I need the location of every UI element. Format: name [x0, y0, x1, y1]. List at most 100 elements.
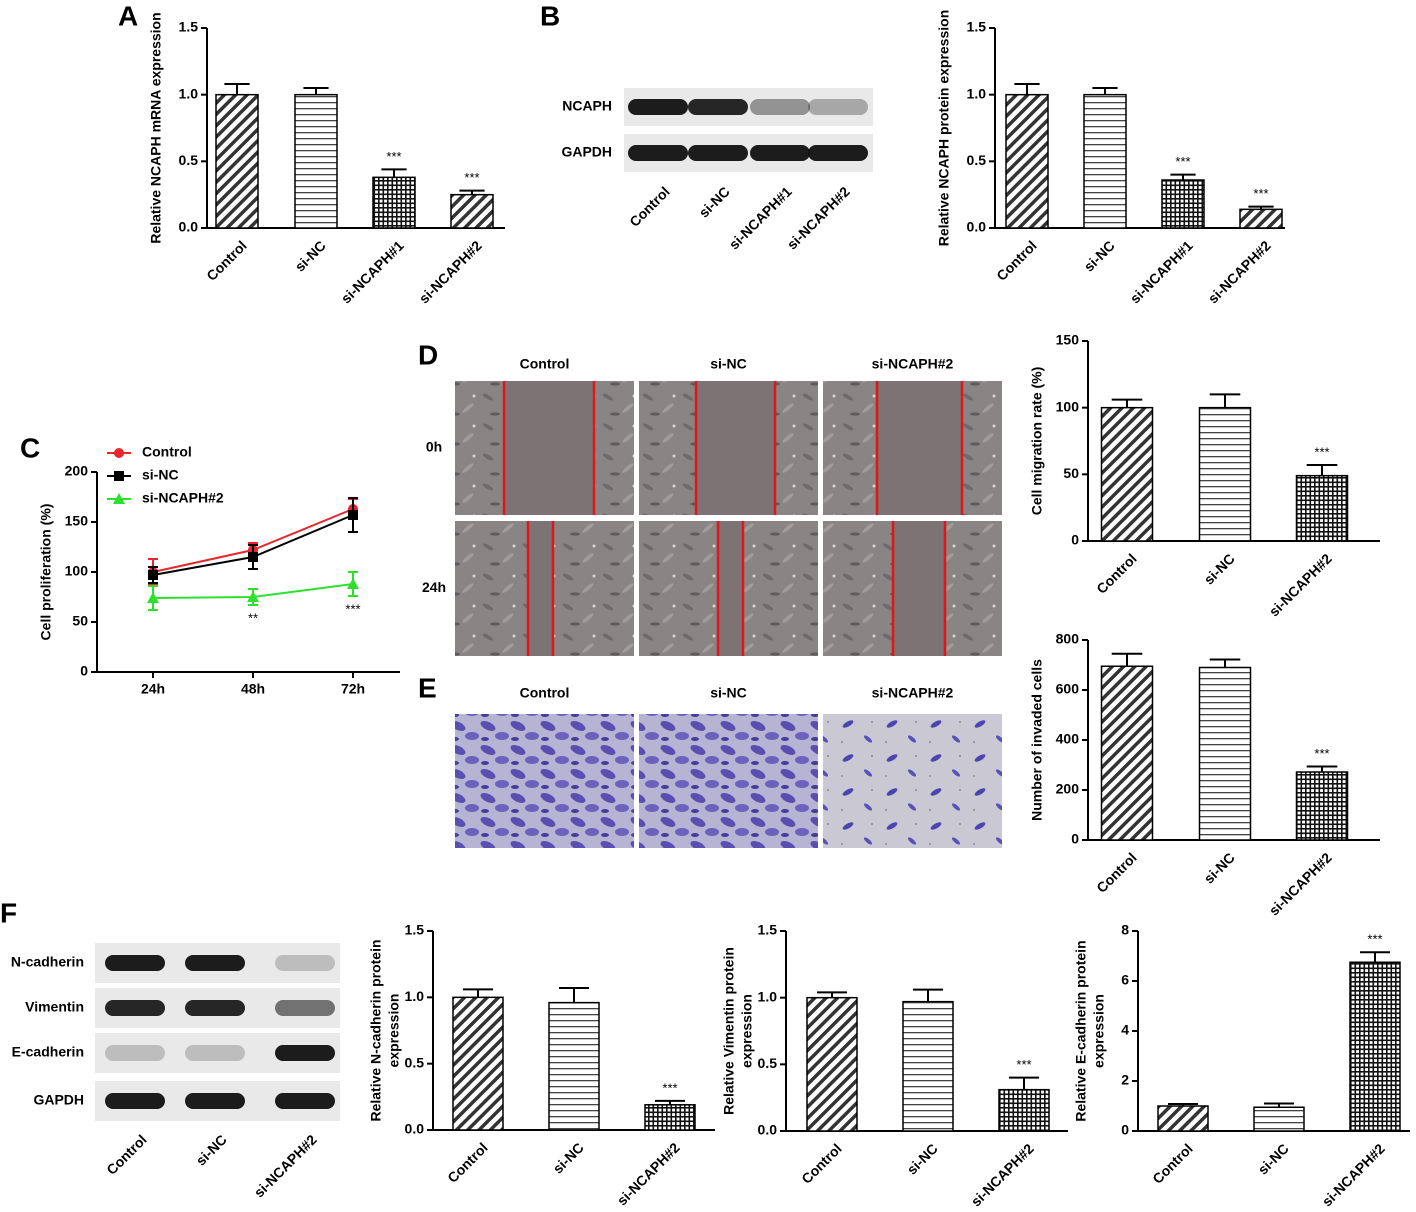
bar [450, 193, 494, 229]
blot-lane-label: si-NCAPH#2 [251, 1131, 320, 1200]
y-tick-label: 50 [72, 613, 88, 629]
y-tick-label: 6 [1121, 972, 1129, 988]
y-tick-label: 1.5 [967, 19, 987, 35]
y-axis-label: expression [386, 994, 402, 1068]
blot-band [185, 1000, 245, 1016]
y-axis-label: Relative NCAPH protein expression [936, 10, 952, 247]
bar [1349, 961, 1401, 1132]
x-tick-label: si-NCAPH#2 [416, 237, 485, 306]
y-tick-label: 100 [1056, 398, 1080, 414]
marker [114, 448, 124, 458]
blot-band [185, 955, 245, 971]
y-tick-label: 1.5 [758, 922, 778, 938]
x-tick-label: si-NC [904, 1140, 941, 1177]
significance-label: *** [662, 1080, 677, 1095]
bar [644, 1104, 696, 1131]
y-tick-label: 600 [1056, 681, 1080, 697]
y-tick-label: 150 [1056, 332, 1080, 348]
y-tick-label: 1.0 [179, 85, 199, 101]
x-tick-label: Control [798, 1140, 845, 1187]
blot-band [750, 145, 810, 161]
significance-label: *** [1314, 746, 1329, 761]
x-tick-label: si-NCAPH#1 [1127, 237, 1196, 306]
y-tick-label: 0 [1121, 1122, 1129, 1138]
micrograph [823, 714, 1002, 848]
blot-band [275, 955, 335, 971]
y-tick-label: 800 [1056, 631, 1080, 647]
y-tick-label: 0.5 [758, 1055, 778, 1071]
bar [1161, 179, 1205, 229]
y-tick-label: 100 [65, 563, 89, 579]
x-tick-label: si-NCAPH#2 [614, 1139, 683, 1208]
y-tick-label: 0.5 [179, 152, 199, 168]
y-axis-label: expression [1091, 994, 1107, 1068]
blot-lane-label: Control [626, 183, 673, 230]
blot-band [688, 99, 748, 115]
blot-lane-label: si-NC [193, 1131, 230, 1168]
marker [348, 510, 358, 520]
x-tick-label: 72h [341, 681, 365, 697]
x-tick-label: si-NCAPH#1 [338, 237, 407, 306]
bar [1295, 771, 1349, 841]
wound-gap [504, 381, 594, 515]
significance-label: *** [386, 149, 401, 164]
y-tick-label: 400 [1056, 731, 1080, 747]
x-tick-label: si-NC [1081, 237, 1118, 274]
y-tick-label: 4 [1121, 1022, 1129, 1038]
blot-band [105, 955, 165, 971]
legend-label: si-NCAPH#2 [142, 490, 224, 506]
y-tick-label: 1.5 [179, 19, 199, 35]
row-label: 24h [422, 579, 446, 595]
bar [1198, 666, 1252, 841]
column-header: Control [520, 356, 570, 372]
marker [147, 592, 159, 603]
column-header: si-NCAPH#2 [872, 685, 954, 701]
significance-label: *** [464, 170, 479, 185]
blot-row-label: Vimentin [25, 999, 84, 1015]
significance-label: *** [1175, 154, 1190, 169]
x-tick-label: si-NCAPH#2 [1266, 849, 1335, 918]
x-tick-label: 24h [141, 681, 165, 697]
y-axis-label: Number of invaded cells [1029, 659, 1045, 821]
bar [1083, 93, 1127, 229]
panel-letter: C [20, 432, 40, 463]
column-header: si-NCAPH#2 [872, 356, 954, 372]
bar [1100, 665, 1154, 841]
y-axis-label: Relative NCAPH mRNA expression [148, 12, 164, 243]
blot-band [185, 1093, 245, 1109]
blot-row-label: NCAPH [562, 98, 612, 114]
blot-lane-label: si-NCAPH#2 [784, 183, 853, 252]
blot-band [185, 1045, 245, 1061]
panel-letter: F [0, 897, 17, 928]
blot-lane-label: si-NC [696, 183, 733, 220]
blot-row-label: E-cadherin [12, 1044, 84, 1060]
marker [113, 493, 125, 504]
bar [998, 1088, 1050, 1132]
column-header: Control [520, 685, 570, 701]
significance-label: ** [248, 610, 258, 625]
significance-label: *** [345, 601, 360, 616]
y-tick-label: 8 [1121, 922, 1129, 938]
y-tick-label: 0 [1071, 831, 1079, 847]
x-tick-label: 48h [241, 681, 265, 697]
y-tick-label: 0.0 [179, 219, 199, 235]
x-tick-label: Control [203, 237, 250, 284]
panel-letter: A [118, 0, 138, 31]
legend-label: si-NC [142, 467, 179, 483]
micrograph [639, 714, 818, 848]
significance-label: *** [1367, 932, 1382, 947]
legend-label: Control [142, 444, 192, 460]
y-tick-label: 150 [65, 513, 89, 529]
y-tick-label: 50 [1063, 465, 1079, 481]
bar [1157, 1105, 1209, 1132]
y-tick-label: 1.0 [758, 988, 778, 1004]
x-tick-label: si-NCAPH#2 [1319, 1140, 1388, 1209]
y-tick-label: 1.0 [967, 85, 987, 101]
x-tick-label: Control [993, 237, 1040, 284]
blot-band [105, 1093, 165, 1109]
y-axis-label: Relative E-cadherin protein [1073, 940, 1089, 1121]
x-tick-label: si-NC [550, 1139, 587, 1176]
marker [347, 578, 359, 589]
panel-letter: D [418, 339, 438, 370]
